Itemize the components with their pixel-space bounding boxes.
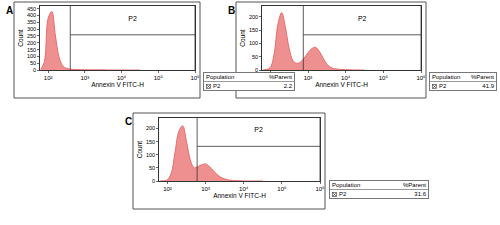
svg-text:10³: 10³ — [201, 186, 210, 192]
svg-text:P2: P2 — [128, 15, 137, 22]
html-text:41.9: 41.9 — [482, 83, 494, 89]
html-text:P2: P2 — [213, 83, 221, 89]
svg-text:0: 0 — [152, 178, 155, 184]
svg-text:200: 200 — [249, 14, 258, 20]
svg-text:350: 350 — [27, 19, 36, 25]
svg-text:Count: Count — [239, 29, 246, 47]
svg-text:10²: 10² — [44, 75, 53, 81]
svg-text:C: C — [125, 116, 132, 127]
svg-text:10⁶: 10⁶ — [190, 75, 200, 81]
svg-text:100: 100 — [249, 40, 258, 46]
svg-text:100: 100 — [146, 152, 155, 158]
html-text:31.6: 31.6 — [414, 191, 426, 197]
svg-text:P2: P2 — [358, 15, 367, 22]
svg-text:10⁶: 10⁶ — [315, 186, 325, 192]
svg-text:150: 150 — [27, 46, 36, 52]
svg-text:10³: 10³ — [304, 75, 313, 81]
html-text:Population: Population — [206, 74, 235, 80]
html-text:2.2: 2.2 — [283, 83, 292, 89]
svg-text:10⁵: 10⁵ — [379, 75, 389, 81]
html-text:Population: Population — [332, 182, 361, 188]
html-text:P2: P2 — [339, 191, 347, 197]
svg-text:Annexin V FITC-H: Annexin V FITC-H — [91, 81, 144, 88]
svg-text:200: 200 — [146, 125, 155, 131]
svg-text:10⁴: 10⁴ — [117, 75, 127, 81]
svg-text:300: 300 — [27, 26, 36, 32]
svg-text:Count: Count — [17, 29, 24, 47]
svg-text:P2: P2 — [254, 126, 263, 133]
svg-text:B: B — [228, 5, 235, 16]
svg-text:200: 200 — [27, 40, 36, 46]
svg-text:10⁶: 10⁶ — [416, 75, 426, 81]
svg-text:100: 100 — [27, 53, 36, 59]
svg-text:10⁴: 10⁴ — [341, 75, 351, 81]
svg-text:50: 50 — [252, 54, 258, 60]
svg-text:150: 150 — [146, 139, 155, 145]
svg-text:A: A — [6, 5, 13, 16]
html-text:%Parent: %Parent — [471, 74, 494, 80]
html-text:%Parent: %Parent — [403, 182, 426, 188]
svg-text:10²: 10² — [163, 186, 172, 192]
svg-text:10⁵: 10⁵ — [154, 75, 164, 81]
svg-text:Annexin V FITC-H: Annexin V FITC-H — [213, 192, 266, 199]
svg-text:10³: 10³ — [81, 75, 90, 81]
svg-text:10⁵: 10⁵ — [277, 186, 287, 192]
html-text:%Parent: %Parent — [269, 74, 292, 80]
svg-text:Count: Count — [136, 141, 143, 159]
html-text:P2: P2 — [439, 83, 447, 89]
svg-text:50: 50 — [149, 165, 155, 171]
svg-text:400: 400 — [27, 12, 36, 18]
svg-text:10⁴: 10⁴ — [239, 186, 249, 192]
svg-text:0: 0 — [33, 67, 36, 73]
svg-text:Annexin V FITC-H: Annexin V FITC-H — [315, 81, 368, 88]
svg-text:50: 50 — [30, 60, 36, 66]
html-text:Population: Population — [432, 74, 461, 80]
svg-text:0: 0 — [255, 66, 259, 73]
svg-text:250: 250 — [27, 33, 36, 39]
svg-text:150: 150 — [249, 27, 258, 33]
svg-text:450: 450 — [27, 6, 36, 12]
